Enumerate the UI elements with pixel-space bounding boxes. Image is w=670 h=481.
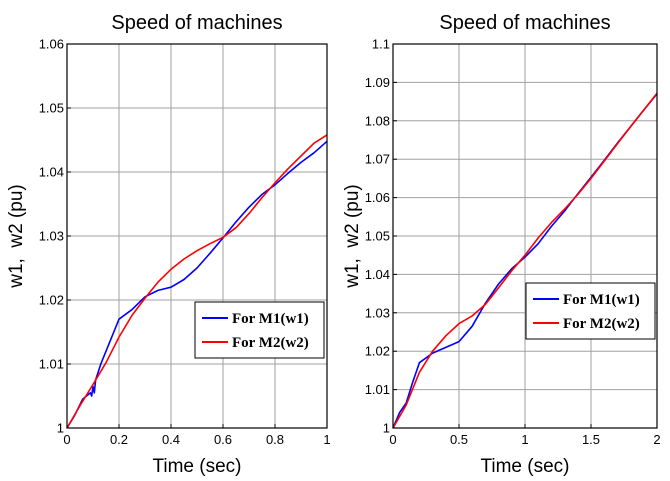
x-tick-label: 0.5: [450, 432, 468, 447]
y-tick-label: 1.04: [365, 267, 390, 282]
right-chart-panel: 0 0.5 1 1.5 2 1 1.01 1.02 1.03 1.04 1.05 1.06 1.07 1.…: [342, 12, 661, 477]
y-tick-label: 1.01: [39, 357, 64, 372]
x-tick-label: 0.8: [266, 432, 284, 447]
x-tick-label: 0: [63, 432, 70, 447]
series-m2-line: [66, 134, 328, 429]
y-tick-label: 1.05: [365, 229, 390, 244]
y-tick-label: 1.01: [365, 382, 390, 397]
y-axis-label: w1, w2 (pu): [342, 184, 363, 288]
y-tick-label: 1.1: [372, 37, 390, 52]
x-tick-label: 1: [323, 432, 330, 447]
legend-label-m1: For M1(w1): [232, 311, 309, 327]
axes-frame: [66, 43, 328, 429]
y-tick-label: 1.06: [365, 190, 390, 205]
y-tick-label: 1.03: [39, 229, 64, 244]
x-axis-label: Time (sec): [480, 456, 569, 477]
x-tick-label: 1: [521, 432, 528, 447]
legend-label-m1: For M1(w1): [563, 292, 640, 308]
y-axis-label: w1, w2 (pu): [6, 184, 27, 288]
legend: For M1(w1) For M2(w2): [525, 282, 656, 340]
y-tick-label: 1.03: [365, 305, 390, 320]
x-tick-label: 0.6: [214, 432, 232, 447]
x-tick-label: 0: [389, 432, 396, 447]
y-tick-label: 1.02: [39, 293, 64, 308]
y-tick-label: 1.02: [365, 344, 390, 359]
series-m2-line: [392, 92, 658, 429]
x-tick-label: 0.4: [162, 432, 180, 447]
x-tick-label: 2: [653, 432, 660, 447]
legend: For M1(w1) For M2(w2): [194, 301, 325, 359]
legend-box: [194, 301, 325, 359]
chart-title: Speed of machines: [111, 12, 282, 34]
x-tick-label: 1.5: [582, 432, 600, 447]
y-tick-label: 1.09: [365, 75, 390, 90]
y-tick-label: 1.06: [39, 37, 64, 52]
chart-title: Speed of machines: [439, 12, 610, 34]
y-tick-label: 1.04: [39, 165, 64, 180]
x-axis-label: Time (sec): [152, 456, 241, 477]
grid: [393, 44, 657, 428]
legend-label-m2: For M2(w2): [563, 316, 640, 332]
legend-label-m2: For M2(w2): [232, 335, 309, 351]
y-tick-label: 1: [383, 421, 390, 436]
left-chart-panel: 0 0.2 0.4 0.6 0.8 1 1 1.01 1.02 1.03 1.04 1.05 1.06 S…: [6, 12, 331, 477]
y-tick-label: 1: [57, 421, 64, 436]
y-tick-label: 1.05: [39, 101, 64, 116]
grid: [67, 44, 327, 428]
x-tick-label: 0.2: [110, 432, 128, 447]
legend-box: [525, 282, 656, 340]
y-tick-label: 1.07: [365, 152, 390, 167]
axes-frame: [392, 43, 658, 429]
y-tick-label: 1.08: [365, 113, 390, 128]
